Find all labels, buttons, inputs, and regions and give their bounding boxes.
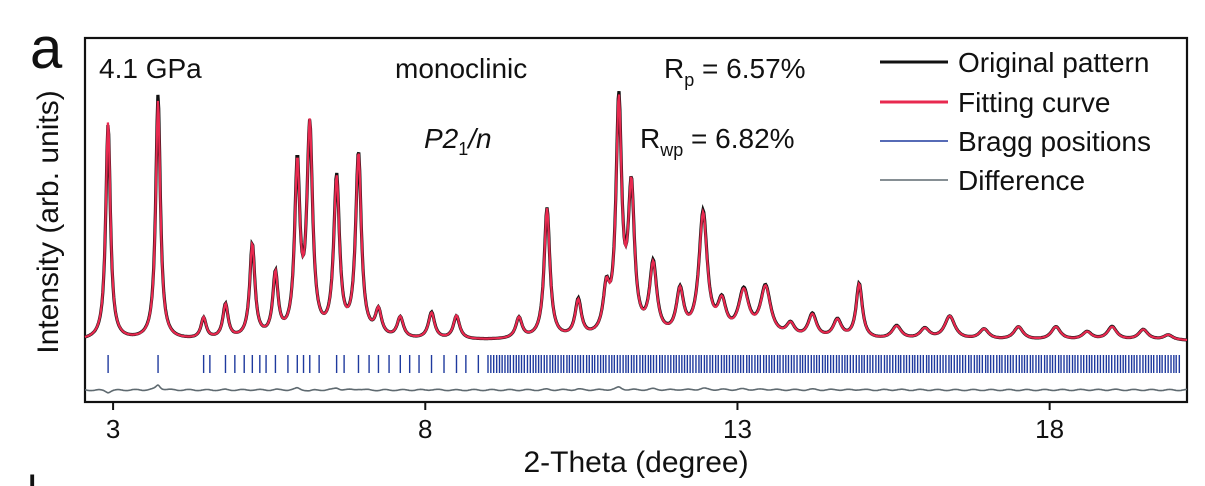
- legend-label-fitting: Fitting curve: [958, 87, 1111, 118]
- space-group-main: P2: [424, 123, 459, 154]
- x-tick-label: 3: [106, 414, 120, 444]
- legend-label-difference: Difference: [958, 165, 1085, 196]
- rwp-symbol: R: [640, 123, 660, 154]
- rwp-sub: wp: [659, 140, 683, 160]
- legend-label-original: Original pattern: [958, 47, 1149, 78]
- plot-frame: [83, 36, 1189, 404]
- rp-annotation: Rp = 6.57%: [664, 53, 806, 90]
- pressure-annotation: 4.1 GPa: [99, 53, 202, 84]
- panel-label: a: [30, 16, 63, 81]
- crystal-system-annotation: monoclinic: [395, 53, 527, 84]
- bragg-ticks: [107, 355, 1181, 373]
- curves-layer: [84, 91, 1188, 394]
- x-tick-label: 18: [1035, 414, 1064, 444]
- rwp-value: = 6.82%: [683, 123, 794, 154]
- rp-value: = 6.57%: [694, 53, 805, 84]
- difference-line: [84, 384, 1188, 394]
- space-group-sub: 1: [458, 139, 468, 159]
- x-tick-label: 8: [418, 414, 432, 444]
- legend-label-bragg: Bragg positions: [958, 126, 1151, 157]
- x-tick-label: 13: [723, 414, 752, 444]
- space-group-tail: /n: [466, 123, 491, 154]
- fitting-curve-line: [84, 94, 1187, 341]
- legend: Original pattern Fitting curve Bragg pos…: [880, 47, 1151, 196]
- rp-symbol: R: [664, 53, 684, 84]
- x-axis-label: 2-Theta (degree): [523, 446, 748, 479]
- y-axis-label: Intensity (arb. units): [32, 90, 65, 353]
- x-ticks: 3 8 13 18: [106, 402, 1064, 444]
- space-group-annotation: P21/n: [424, 123, 492, 159]
- rp-sub: p: [684, 70, 694, 90]
- rwp-annotation: Rwp = 6.82%: [640, 123, 795, 160]
- bottom-mark: |: [28, 470, 36, 486]
